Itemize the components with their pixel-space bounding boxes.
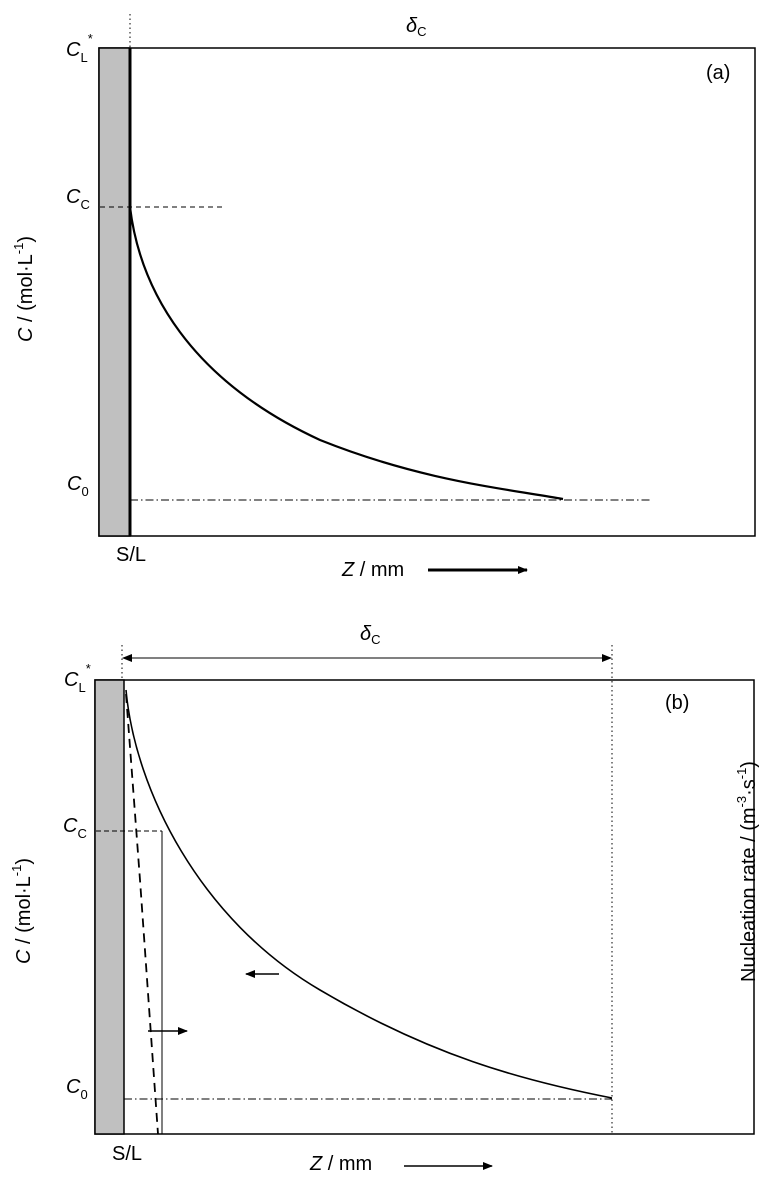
panel-a-frame [98, 47, 756, 537]
panel-b-cc-label: CC [63, 815, 87, 841]
panel-b: (b) δC CL* CC C0 S/L Z / mm C / (mol·L-1… [9, 623, 760, 1175]
panel-b-c0-label: C0 [66, 1076, 88, 1102]
panel-a-cl-label: CL* [66, 31, 93, 65]
panel-a-y-axis-label: C / (mol·L-1) [11, 236, 37, 342]
panel-a-solid-phase [98, 47, 131, 537]
panel-b-frame [94, 679, 755, 1135]
panel-b-solid-phase [94, 679, 125, 1135]
panel-a-tag: (a) [706, 62, 730, 84]
panel-a-c0-label: C0 [67, 473, 89, 499]
panel-b-tag: (b) [665, 692, 689, 714]
panel-b-cl-label: CL* [64, 661, 91, 695]
panel-b-interface-label: S/L [112, 1143, 142, 1165]
panel-b-x-axis-label: Z / mm [309, 1153, 372, 1175]
panel-a: (a) δC CL* CC C0 S/L Z / mm C / (mol·L-1… [11, 14, 756, 581]
panel-b-delta-label: δC [360, 623, 381, 647]
panel-b-y-axis-label: C / (mol·L-1) [9, 858, 35, 964]
panel-a-x-axis-label: Z / mm [341, 559, 404, 581]
panel-a-delta-label: δC [406, 15, 427, 39]
panel-b-y2-axis-label: Nucleation rate / (m-3·s-1) [734, 761, 760, 982]
panel-a-concentration-curve [128, 206, 564, 501]
panel-b-concentration-curve [125, 689, 613, 1099]
panel-b-nucleation-rate-curve [125, 693, 159, 1135]
panel-a-cc-label: CC [66, 186, 90, 212]
panel-a-interface-label: S/L [116, 544, 146, 566]
